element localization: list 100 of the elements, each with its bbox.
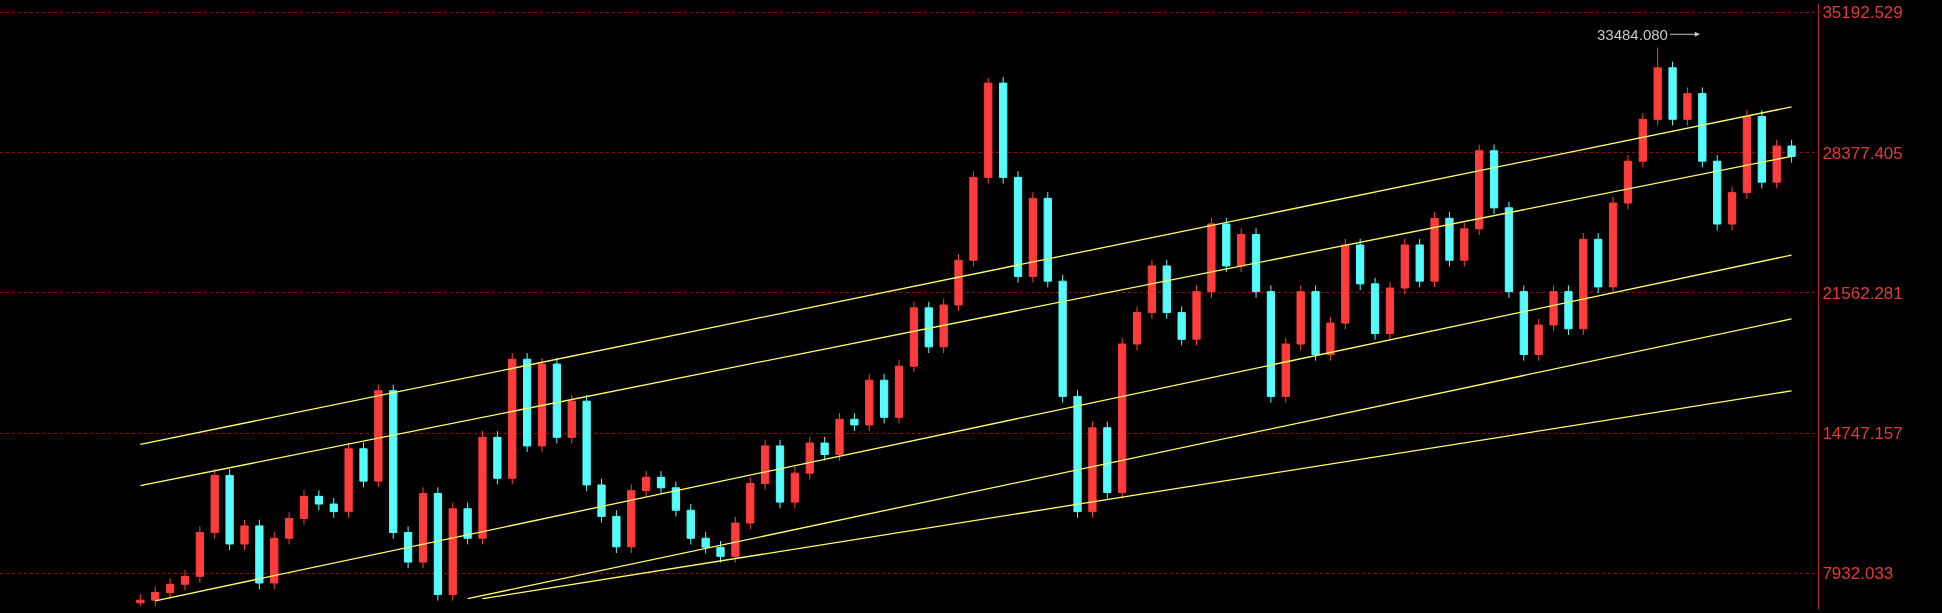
candlestick	[582, 394, 591, 492]
candlestick	[716, 540, 725, 564]
candlestick	[1772, 139, 1781, 189]
candlestick	[329, 497, 338, 519]
candlestick	[1013, 170, 1023, 284]
candlestick	[448, 502, 457, 602]
candlestick	[775, 439, 785, 509]
candlestick	[1192, 284, 1201, 346]
candlestick	[493, 430, 502, 485]
candlestick	[1742, 109, 1752, 200]
candlestick	[1103, 421, 1112, 500]
candlestick	[151, 585, 160, 607]
candlestick	[1147, 259, 1157, 320]
candlestick	[1118, 337, 1127, 500]
candlestick	[790, 466, 800, 509]
candlestick	[954, 253, 963, 312]
candlestick	[1594, 232, 1603, 294]
candlestick	[835, 412, 844, 462]
candlestick	[1489, 144, 1499, 215]
candlestick	[255, 519, 264, 590]
candlestick	[1638, 112, 1647, 168]
candlestick	[508, 352, 517, 485]
candlestick	[746, 476, 755, 530]
candlestick	[136, 593, 145, 607]
candlestick	[418, 486, 428, 569]
candlestick	[1534, 318, 1543, 362]
candlestick	[403, 525, 413, 569]
candlestick	[1266, 284, 1276, 404]
candlestick	[433, 486, 443, 602]
candlestick	[1162, 259, 1171, 320]
candlestick	[731, 516, 740, 564]
candlestick	[270, 531, 279, 590]
candlestick	[180, 569, 190, 591]
candlestick	[1727, 185, 1737, 231]
candlestick	[1296, 284, 1305, 351]
candlestick	[1237, 227, 1246, 273]
candlestick	[1326, 316, 1335, 362]
candlestick	[1341, 238, 1350, 330]
candlestick	[1623, 154, 1633, 210]
candlestick	[1311, 284, 1320, 362]
candlestick	[1653, 47, 1662, 126]
candlestick	[478, 430, 487, 545]
candlestick	[552, 357, 562, 445]
candlestick	[1415, 238, 1424, 288]
candlestick	[1073, 389, 1082, 519]
candlestick	[880, 373, 889, 425]
candlestick	[805, 436, 814, 480]
candlestick	[522, 352, 532, 453]
candlestick	[969, 170, 978, 267]
y-tick-label: 14747.157	[1822, 424, 1903, 444]
candlestick	[1356, 238, 1365, 291]
candlestick	[1683, 86, 1692, 126]
candlestick	[671, 481, 681, 517]
candlestick	[612, 509, 621, 554]
candlestick	[924, 301, 933, 354]
candlestick	[1132, 305, 1142, 351]
candlestick	[1043, 191, 1052, 288]
candlestick	[1504, 201, 1514, 299]
candlestick	[1385, 281, 1395, 341]
candlestick	[1430, 211, 1439, 288]
candlestick	[1757, 109, 1766, 189]
candlestick	[894, 359, 904, 425]
candlestick	[627, 483, 636, 554]
candlestick	[1370, 277, 1380, 341]
candlestick	[641, 470, 651, 498]
candlestick	[656, 470, 666, 495]
candlestick	[1177, 305, 1186, 346]
candlestick	[1787, 139, 1796, 164]
candlestick	[1698, 86, 1707, 168]
candlestick	[597, 478, 606, 524]
candlestick	[567, 394, 576, 445]
y-tick-label: 21562.281	[1822, 283, 1903, 303]
candlestick	[939, 298, 948, 354]
candlestick	[701, 531, 710, 554]
candlestick	[537, 357, 547, 453]
candlestick	[389, 384, 398, 540]
candlestick	[299, 489, 309, 526]
candlestick	[865, 373, 874, 432]
candlestick	[1281, 337, 1290, 404]
y-tick-label: 7932.033	[1822, 564, 1894, 584]
candlestick	[1460, 222, 1469, 267]
candlestick	[686, 503, 695, 545]
y-tick-label: 28377.405	[1822, 143, 1903, 163]
candlestick	[165, 577, 175, 600]
candlestick	[1088, 421, 1097, 519]
candlestick	[1564, 284, 1573, 336]
candlestick	[1475, 144, 1484, 236]
candlestick	[314, 489, 324, 511]
candlestick	[1058, 274, 1067, 404]
annotation: 33484.080	[1597, 26, 1668, 43]
candlestick	[240, 519, 249, 551]
y-tick-label: 35192.529	[1822, 3, 1903, 23]
candlestick	[284, 511, 294, 545]
candlestick	[374, 384, 383, 488]
candlestick	[1400, 238, 1409, 295]
candlestick	[1549, 284, 1558, 332]
candlestick	[1579, 232, 1588, 336]
candlestick	[1251, 227, 1261, 299]
candlestick	[463, 502, 472, 545]
candlestick	[210, 468, 219, 540]
